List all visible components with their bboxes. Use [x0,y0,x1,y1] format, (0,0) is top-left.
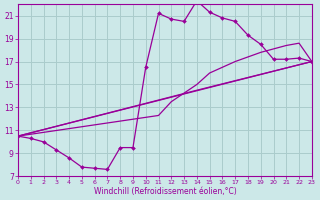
X-axis label: Windchill (Refroidissement éolien,°C): Windchill (Refroidissement éolien,°C) [93,187,236,196]
